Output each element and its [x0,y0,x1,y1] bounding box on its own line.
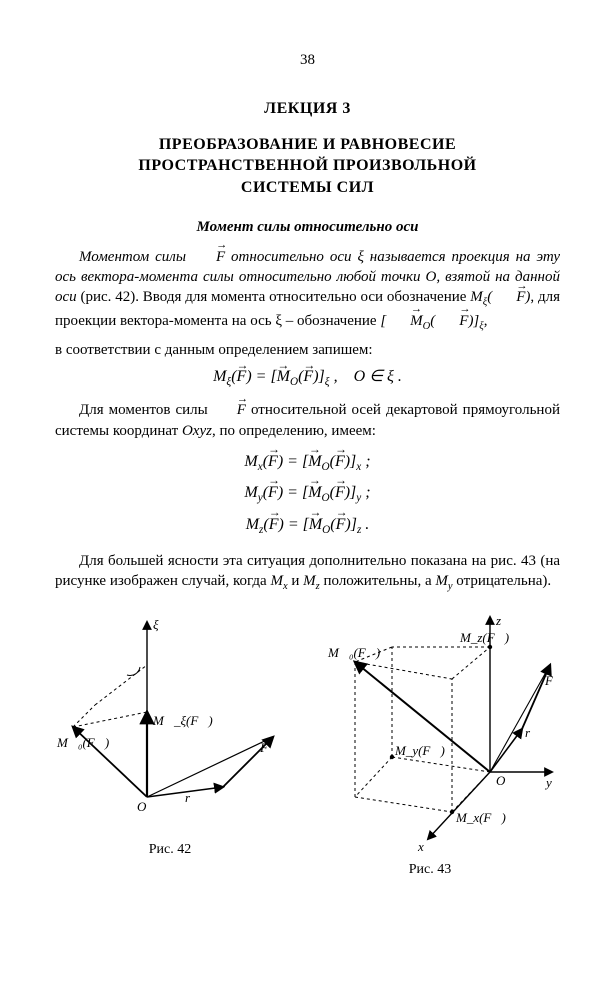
p3-a: Для моментов силы [79,402,213,418]
p4-c: положительны, а [320,573,436,589]
paragraph-3: Для моментов силы F относительной осей д… [55,400,560,441]
page-number: 38 [55,50,560,70]
figure-42-svg: ξ r⃗ F⃗ M⃗₀(F⃗) M⃗_ξ(F⃗) O [55,607,285,837]
inline-My: My [435,573,452,589]
label-Mz43: M_z(F⃗) [459,630,509,645]
p1-a: Моментом силы [79,249,192,265]
label-z: z [495,613,501,628]
subheading: Момент силы относительно оси [55,217,560,237]
p4-b: и [288,573,304,589]
figures-row: ξ r⃗ F⃗ M⃗₀(F⃗) M⃗_ξ(F⃗) O Р [55,607,560,880]
figure-43-svg: z y x O r⃗ F⃗ M⃗₀(F⃗) [300,607,560,857]
paragraph-4: Для большей ясности эта ситуация дополни… [55,551,560,594]
label-r: r⃗ [185,790,200,805]
label-F43: F⃗ [544,673,560,688]
label-r43: r⃗ [525,725,540,740]
force-vector-F-2: F [213,400,246,420]
formula-y: My(F) = [MO(F)]y ; [55,478,560,509]
label-M043: M⃗₀(F⃗) [327,645,380,660]
title-line-1: ПРЕОБРАЗОВАНИЕ И РАВНОВЕСИЕ [159,136,456,153]
label-My43: M_y(F⃗) [394,743,445,758]
fig43-caption: Рис. 43 [300,861,560,880]
formula-main: Mξ(F) = [MO(F)]ξ , O ∈ ξ . [55,366,560,390]
p3-d: , по определению, имеем: [212,423,376,439]
formula-z: Mz(F) = [MO(F)]z . [55,510,560,541]
oxyz: Oxyz [182,423,212,439]
figure-42: ξ r⃗ F⃗ M⃗₀(F⃗) M⃗_ξ(F⃗) O Р [55,607,285,880]
lecture-label: ЛЕКЦИЯ 3 [55,98,560,120]
label-O43: O [496,773,506,788]
title-line-3: СИСТЕМЫ СИЛ [241,179,374,196]
title-line-2: ПРОСТРАНСТВЕННОЙ ПРОИЗВОЛЬНОЙ [138,157,476,174]
label-O: O [137,799,147,814]
formula-xyz: Mx(F) = [MO(F)]x ; My(F) = [MO(F)]y ; Mz… [55,447,560,541]
inline-Mz: Mz [303,573,320,589]
label-y: y [544,775,552,790]
p4-d: отрицательна). [453,573,552,589]
p1-e: , [484,313,488,329]
label-M0: M⃗₀(F⃗) [56,735,109,750]
inline-Mxi: Mξ(F) [470,289,530,305]
inline-MOxi: [MO(F)]ξ [380,313,483,329]
inline-Mx: Mx [270,573,287,589]
paragraph-1: Моментом силы F относительно оси ξ назыв… [55,247,560,334]
label-xi: ξ [153,617,159,632]
page-title: ПРЕОБРАЗОВАНИЕ И РАВНОВЕСИЕ ПРОСТРАНСТВЕ… [55,134,560,199]
force-vector-F: F [192,247,225,267]
figure-43: z y x O r⃗ F⃗ M⃗₀(F⃗) [300,607,560,880]
fig42-caption: Рис. 42 [55,841,285,860]
label-Mxi: M⃗_ξ(F⃗) [152,713,213,728]
label-Mx43: M_x(F⃗) [455,810,506,825]
label-x: x [417,839,424,854]
